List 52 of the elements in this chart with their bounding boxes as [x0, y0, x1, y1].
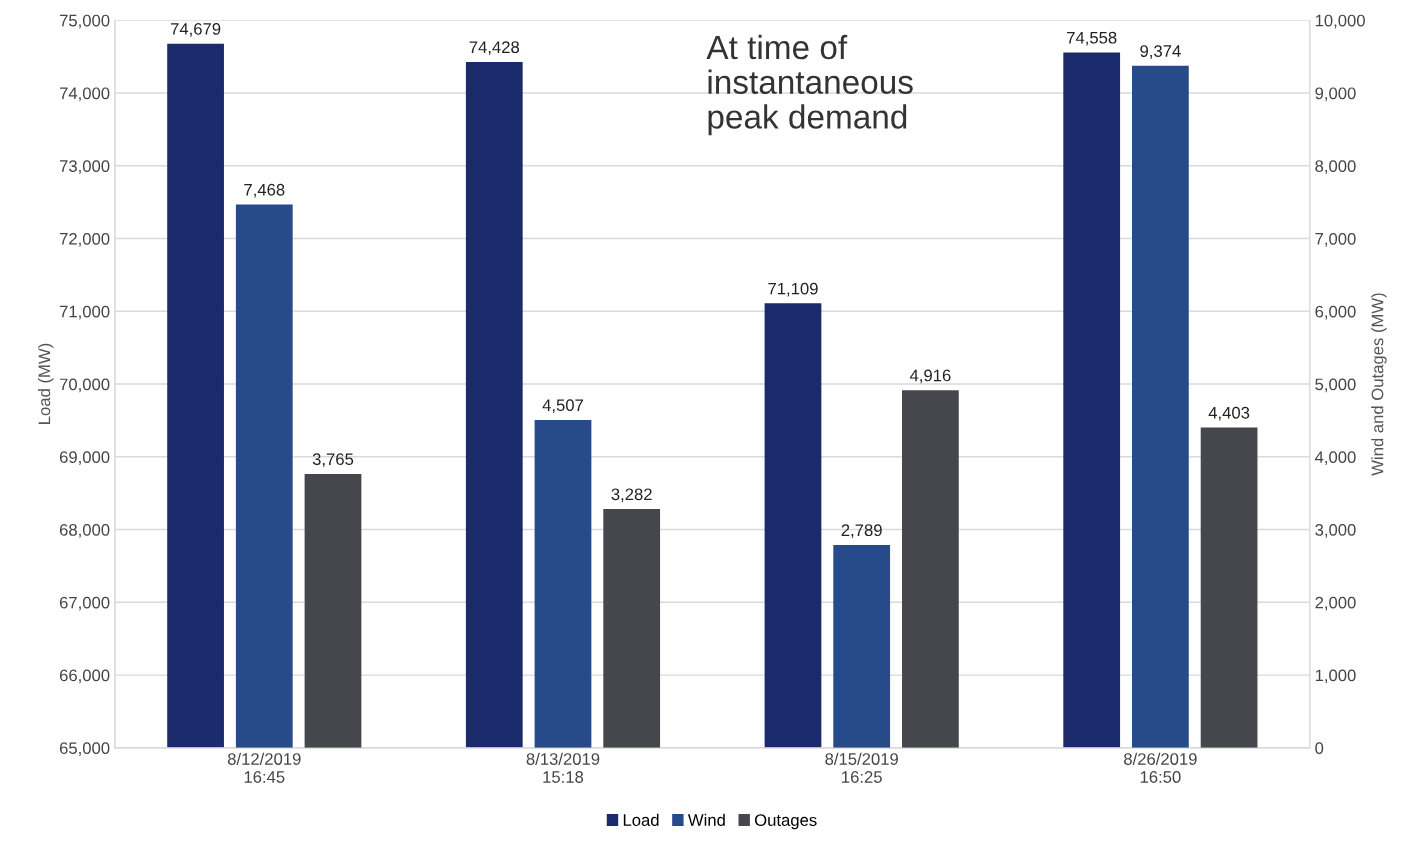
bar [833, 544, 891, 748]
bar [534, 419, 592, 748]
y2-tick-label: 9,000 [1315, 87, 1356, 102]
y-tick-label: 66,000 [59, 669, 110, 684]
data-label: 7,468 [244, 183, 285, 198]
bar [1200, 427, 1258, 748]
y-axis-title: Load (MW) [38, 343, 54, 424]
bar [1132, 65, 1189, 748]
y-tick-label: 72,000 [59, 232, 110, 247]
y2-tick-label: 4,000 [1314, 451, 1356, 465]
data-label: 4,403 [1208, 406, 1250, 421]
y2-tick-label: 3,000 [1315, 523, 1356, 538]
data-label: 74,428 [469, 41, 520, 56]
y-tick-label: 71,000 [59, 305, 110, 320]
data-label: 3,282 [611, 488, 652, 503]
legend-label: Wind [687, 813, 725, 826]
y-tick-label: 68,000 [59, 523, 110, 538]
y-tick-label: 73,000 [59, 160, 110, 174]
y-tick-label: 75,000 [59, 14, 110, 29]
x-tick-label: 8/15/2019 16:25 [825, 752, 898, 783]
bar [603, 509, 661, 748]
y2-tick-label: 0 [1315, 742, 1324, 755]
annotation: At time of instantaneous peak demand [706, 34, 913, 136]
y2-tick-label: 8,000 [1315, 160, 1356, 174]
y2-tick-label: 6,000 [1315, 305, 1356, 320]
data-label: 74,558 [1067, 31, 1117, 46]
data-label: 3,765 [312, 453, 354, 468]
legend-label: Outages [754, 814, 817, 830]
y-tick-label: 69,000 [59, 451, 110, 465]
y2-axis-title: Wind and Outages (MW) [1371, 293, 1387, 476]
x-tick-label: 8/12/2019 16:45 [227, 752, 301, 783]
bar [235, 204, 293, 748]
legend-label: Load [623, 813, 659, 826]
y-tick-label: 67,000 [59, 596, 110, 611]
bar [304, 473, 362, 748]
data-label: 9,374 [1140, 45, 1181, 59]
bar [902, 390, 959, 748]
data-label: 2,789 [841, 524, 882, 539]
x-tick-label: 8/13/2019 15:18 [526, 752, 600, 783]
x-tick-label: 8/26/2019 16:50 [1124, 752, 1197, 783]
y2-tick-label: 10,000 [1315, 14, 1365, 29]
y-tick-label: 65,000 [59, 742, 110, 756]
y2-tick-label: 1,000 [1315, 669, 1356, 684]
data-label: 4,507 [542, 399, 584, 414]
y2-tick-label: 2,000 [1315, 596, 1356, 611]
y-tick-label: 74,000 [59, 87, 110, 102]
data-label: 74,679 [170, 22, 221, 37]
y-tick-label: 70,000 [59, 378, 110, 393]
y2-tick-label: 5,000 [1315, 378, 1356, 393]
y2-tick-label: 7,000 [1315, 232, 1356, 247]
data-label: 4,916 [909, 369, 951, 384]
data-label: 71,109 [768, 282, 818, 297]
